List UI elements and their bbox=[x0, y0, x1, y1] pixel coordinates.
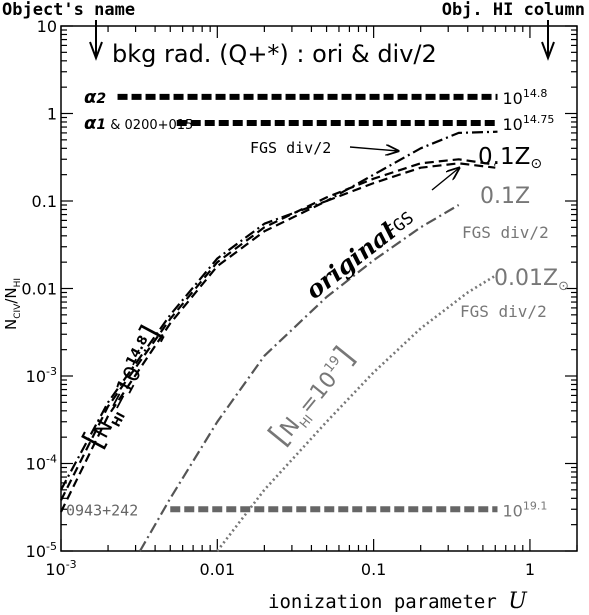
nhi-19-label: [NHI=1019] bbox=[262, 340, 363, 452]
fgs-div2-grey-label: FGS div/2 bbox=[462, 223, 549, 242]
x-tick-label: 10-3 bbox=[45, 558, 76, 579]
z001-label: 0.01Z⊙ bbox=[494, 266, 569, 294]
x-axis-label: ionization parameter U bbox=[268, 589, 528, 614]
original-fgs-arrow bbox=[431, 168, 459, 191]
obj-hi-column-header: Obj. HI column bbox=[442, 0, 585, 20]
y-tick-label: 10-5 bbox=[26, 540, 57, 561]
hline-layer: α2 1014.8 α1 & 0200+015 1014.75 0943+242 1019… bbox=[66, 87, 554, 520]
object-name-header: Object's name bbox=[2, 0, 135, 20]
y-tick-label: 0.1 bbox=[32, 192, 57, 211]
y-tick-label: 10-4 bbox=[26, 453, 57, 474]
object-label: α2 bbox=[84, 87, 106, 108]
fgs-div2-label: FGS div/2 bbox=[250, 139, 331, 157]
tick-labels: 10-3 0.01 0.1 1 10-5 10-4 10-3 0.01 0.1 1 10 bbox=[21, 17, 535, 579]
svg-text:[NHI=1019]: [NHI=1019] bbox=[262, 340, 363, 452]
series-line bbox=[139, 204, 460, 552]
chart-title: bkg rad. (Q+*) : ori & div/2 bbox=[112, 40, 437, 68]
object-label: α1 & 0200+015 bbox=[84, 113, 193, 134]
fgs-div2-grey-label-2: FGS div/2 bbox=[460, 302, 547, 321]
hi-column-value: 1014.8 bbox=[502, 87, 547, 108]
hi-column-value: 1014.75 bbox=[502, 113, 554, 134]
x-tick-label: 1 bbox=[525, 560, 535, 579]
object-label: 0943+242 bbox=[66, 501, 138, 519]
series-line bbox=[60, 130, 498, 491]
fgs-div2-arrow bbox=[349, 147, 398, 151]
series-line bbox=[216, 274, 496, 552]
original-fgs-label: original FGS bbox=[300, 208, 418, 305]
series-line bbox=[60, 158, 496, 501]
axis-ticks bbox=[60, 25, 578, 552]
x-tick-label: 0.01 bbox=[200, 560, 236, 579]
hi-column-value: 1019.1 bbox=[502, 499, 547, 520]
x-tick-label: 0.1 bbox=[361, 560, 386, 579]
z01-grey-label: 0.1Z bbox=[480, 184, 530, 209]
y-tick-label: 1 bbox=[47, 105, 57, 124]
svg-text:[NHI=1014.8]: [NHI=1014.8] bbox=[76, 320, 170, 454]
y-tick-label: 0.01 bbox=[21, 280, 57, 299]
y-tick-label: 10 bbox=[37, 17, 57, 36]
z01-dark-label: 0.1Z⊙ bbox=[478, 144, 542, 172]
series-layer bbox=[60, 130, 498, 552]
y-tick-label: 10-3 bbox=[26, 365, 57, 386]
nhi-148-label: [NHI=1014.8] bbox=[76, 320, 170, 454]
y-axis-label: NCIV/NHI bbox=[2, 278, 23, 330]
series-line bbox=[60, 162, 496, 513]
